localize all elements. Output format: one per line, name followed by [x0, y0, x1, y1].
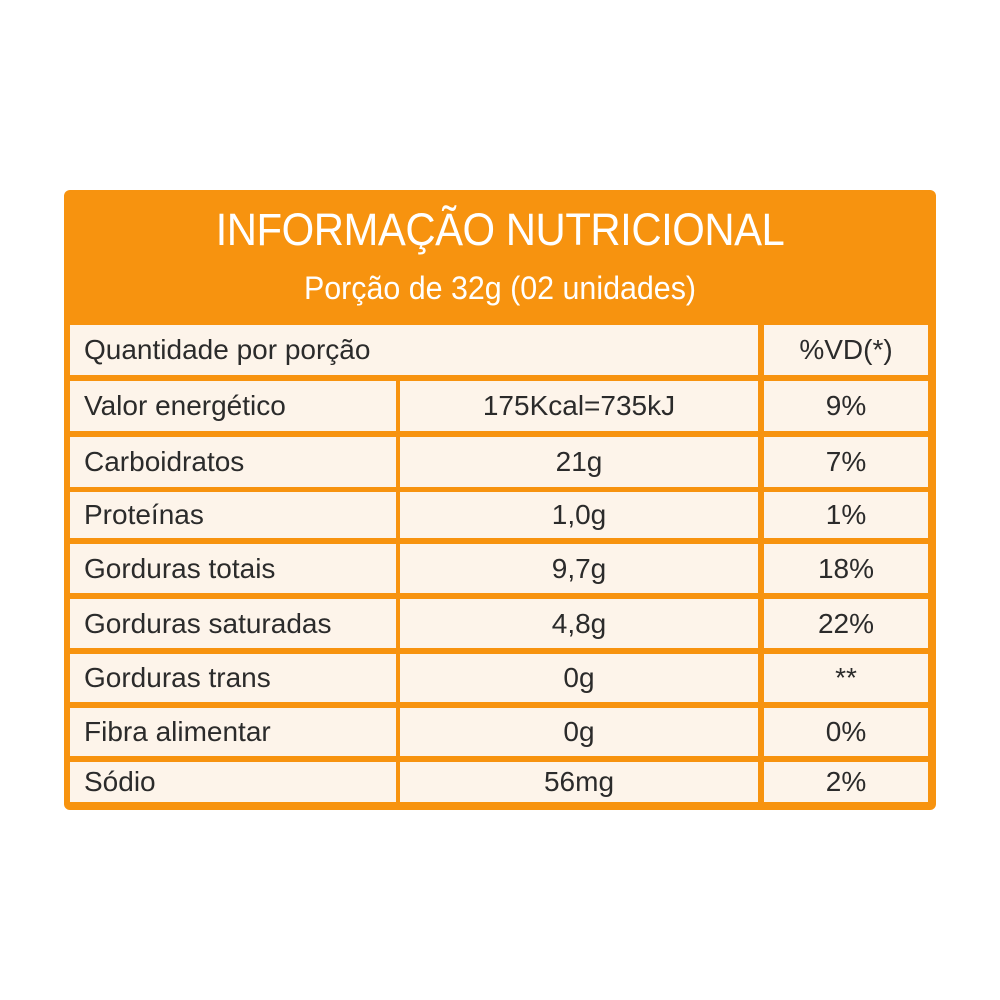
nutrient-amount: 4,8g [400, 599, 758, 648]
nutrient-amount: 56mg [400, 762, 758, 802]
nutrient-amount: 0g [400, 654, 758, 702]
nutrient-name: Fibra alimentar [70, 708, 396, 756]
nutrient-name: Proteínas [70, 492, 396, 538]
nutrient-daily-value: 7% [764, 437, 928, 487]
daily-value-header: %VD(*) [764, 325, 928, 375]
nutrient-name: Gorduras trans [70, 654, 396, 702]
nutrient-amount: 175Kcal=735kJ [400, 381, 758, 431]
nutrient-name: Carboidratos [70, 437, 396, 487]
nutrient-amount: 9,7g [400, 544, 758, 593]
nutrient-name: Sódio [70, 762, 396, 802]
nutrient-daily-value: 18% [764, 544, 928, 593]
nutrient-amount: 0g [400, 708, 758, 756]
nutrient-name: Gorduras totais [70, 544, 396, 593]
nutrient-name: Valor energético [70, 381, 396, 431]
nutrient-daily-value: ** [764, 654, 928, 702]
label-title: INFORMAÇÃO NUTRICIONAL [215, 204, 785, 255]
quantity-per-serving-header: Quantidade por porção [70, 325, 758, 375]
nutrient-amount: 21g [400, 437, 758, 487]
nutrient-daily-value: 1% [764, 492, 928, 538]
nutrient-amount: 1,0g [400, 492, 758, 538]
serving-size: Porção de 32g (02 unidades) [303, 270, 697, 306]
nutrient-daily-value: 22% [764, 599, 928, 648]
nutrition-facts-label: INFORMAÇÃO NUTRICIONAL Porção de 32g (02… [64, 190, 936, 810]
nutrient-daily-value: 0% [764, 708, 928, 756]
nutrient-name: Gorduras saturadas [70, 599, 396, 648]
nutrient-daily-value: 2% [764, 762, 928, 802]
nutrient-daily-value: 9% [764, 381, 928, 431]
